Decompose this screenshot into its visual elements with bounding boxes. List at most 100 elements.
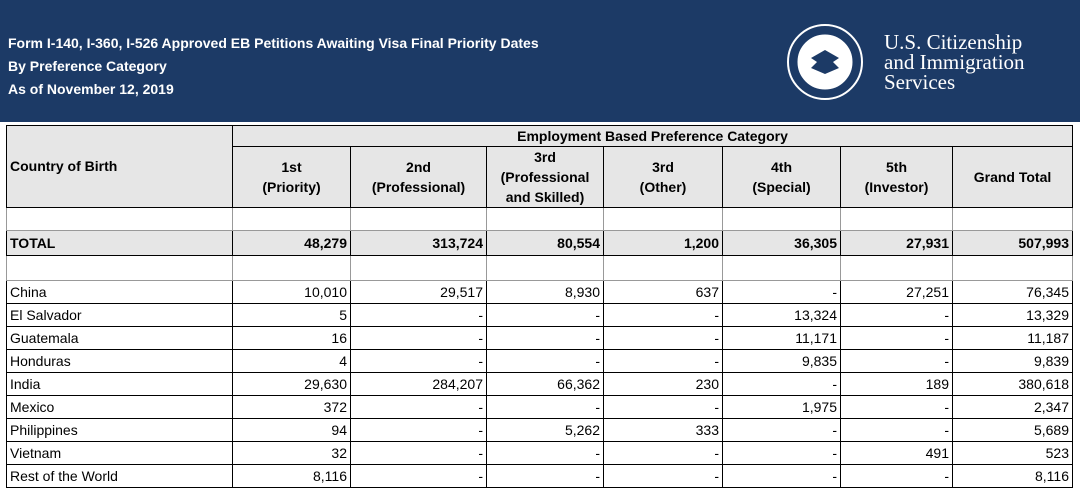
value-cell: 9,835 [722,349,841,373]
value-cell: 29,630 [232,372,351,396]
value-cell: 29,517 [350,280,487,304]
value-cell: 333 [603,418,723,442]
column-header: 5th (Investor) [840,146,953,208]
country-cell: El Salvador [6,303,233,327]
value-cell: 8,116 [952,464,1073,488]
blank-cell [350,207,487,231]
data-row: El Salvador 5- - -13,324-13,329 [6,303,1073,327]
value-cell: - [722,441,841,465]
value-cell: 94 [232,418,351,442]
column-header: 4th (Special) [722,146,841,208]
column-header: Grand Total [952,146,1073,208]
title-line: Form I-140, I-360, I-526 Approved EB Pet… [8,35,539,51]
value-cell: 9,839 [952,349,1073,373]
value-cell: 2,347 [952,395,1073,419]
value-cell: - [840,418,953,442]
column-header-line: (Professional [500,169,590,185]
column-header-line: 2nd [406,159,431,175]
total-cell: 27,931 [840,230,953,256]
value-cell: - [603,464,723,488]
value-cell: - [350,418,487,442]
blank-cell [603,207,723,231]
data-row: Rest of the World 8,116- - - - -8,116 [6,464,1073,488]
blank-cell [486,207,604,231]
agency-line: and Immigration [884,50,1025,74]
value-cell: - [722,280,841,304]
value-cell: - [840,464,953,488]
value-cell: - [603,303,723,327]
value-cell: 523 [952,441,1073,465]
value-cell: 189 [840,372,953,396]
value-cell: 13,329 [952,303,1073,327]
value-cell: - [603,395,723,419]
blank-cell [952,255,1073,281]
value-cell: - [350,349,487,373]
country-cell: India [6,372,233,396]
total-cell: 36,305 [722,230,841,256]
value-cell: 5,262 [486,418,604,442]
value-cell: 27,251 [840,280,953,304]
row-header: Country of Birth [6,125,233,208]
data-row: Vietnam 32- - - -491 523 [6,441,1073,465]
value-cell: - [486,326,604,350]
value-cell: 230 [603,372,723,396]
column-header-line: 5th [886,159,907,175]
country-cell: Rest of the World [6,464,233,488]
value-cell: 4 [232,349,351,373]
value-cell: - [350,464,487,488]
seal [787,24,863,100]
total-label: TOTAL [6,230,233,256]
blank-cell [840,255,953,281]
title-line: By Preference Category [8,58,167,74]
value-cell: 32 [232,441,351,465]
column-header-line: 3rd [534,149,556,165]
blank-row [6,255,1073,281]
total-cell: 507,993 [952,230,1073,256]
title-line: As of November 12, 2019 [8,81,174,97]
country-cell: Vietnam [6,441,233,465]
value-cell: 380,618 [952,372,1073,396]
table: Country of Birth Employment Based Prefere… [6,125,1073,488]
banner: Form I-140, I-360, I-526 Approved EB Pet… [0,0,1080,122]
total-cell: 80,554 [486,230,604,256]
column-header-line: (Special) [752,179,811,195]
header-row: 1st (Priority) 2nd (Professional) 3rd (Profes… [7,146,1073,208]
column-header: 1st (Priority) [232,146,351,208]
blank-cell [840,207,953,231]
value-cell: - [603,326,723,350]
value-cell: - [486,464,604,488]
value-cell: - [722,418,841,442]
value-cell: 637 [603,280,723,304]
blank-cell [232,207,351,231]
value-cell: - [486,349,604,373]
value-cell: 10,010 [232,280,351,304]
title: Form I-140, I-360, I-526 Approved EB Pet… [8,32,539,101]
agency-line: U.S. Citizenship [884,30,1023,54]
value-cell: - [350,395,487,419]
group-header: Employment Based Preference Category [232,125,1073,147]
data-row: Guatemala 16- - -11,171-11,187 [6,326,1073,350]
column-header-line: (Professional) [371,179,466,195]
data-row: Philippines 94-5,262 333- -5,689 [6,418,1073,442]
column-header: 3rd (Professional and Skilled) [486,146,604,208]
value-cell: - [603,349,723,373]
value-cell: 11,171 [722,326,841,350]
value-cell: - [722,372,841,396]
column-header-line: (Priority) [262,179,321,195]
country-cell: Mexico [6,395,233,419]
value-cell: 8,116 [232,464,351,488]
total-cell: 48,279 [232,230,351,256]
agency-name: U.S. Citizenship and Immigration Service… [884,30,1025,93]
column-header: 3rd (Other) [603,146,723,208]
country-cell: China [6,280,233,304]
value-cell: 284,207 [350,372,487,396]
header-row: Country of Birth Employment Based Prefere… [6,125,1073,208]
value-cell: - [486,395,604,419]
value-cell: - [840,326,953,350]
total-cell: 313,724 [350,230,487,256]
value-cell: 5,689 [952,418,1073,442]
value-cell: 76,345 [952,280,1073,304]
row-header-text: Country of Birth [10,158,118,174]
column-header-line: 4th [771,159,792,175]
